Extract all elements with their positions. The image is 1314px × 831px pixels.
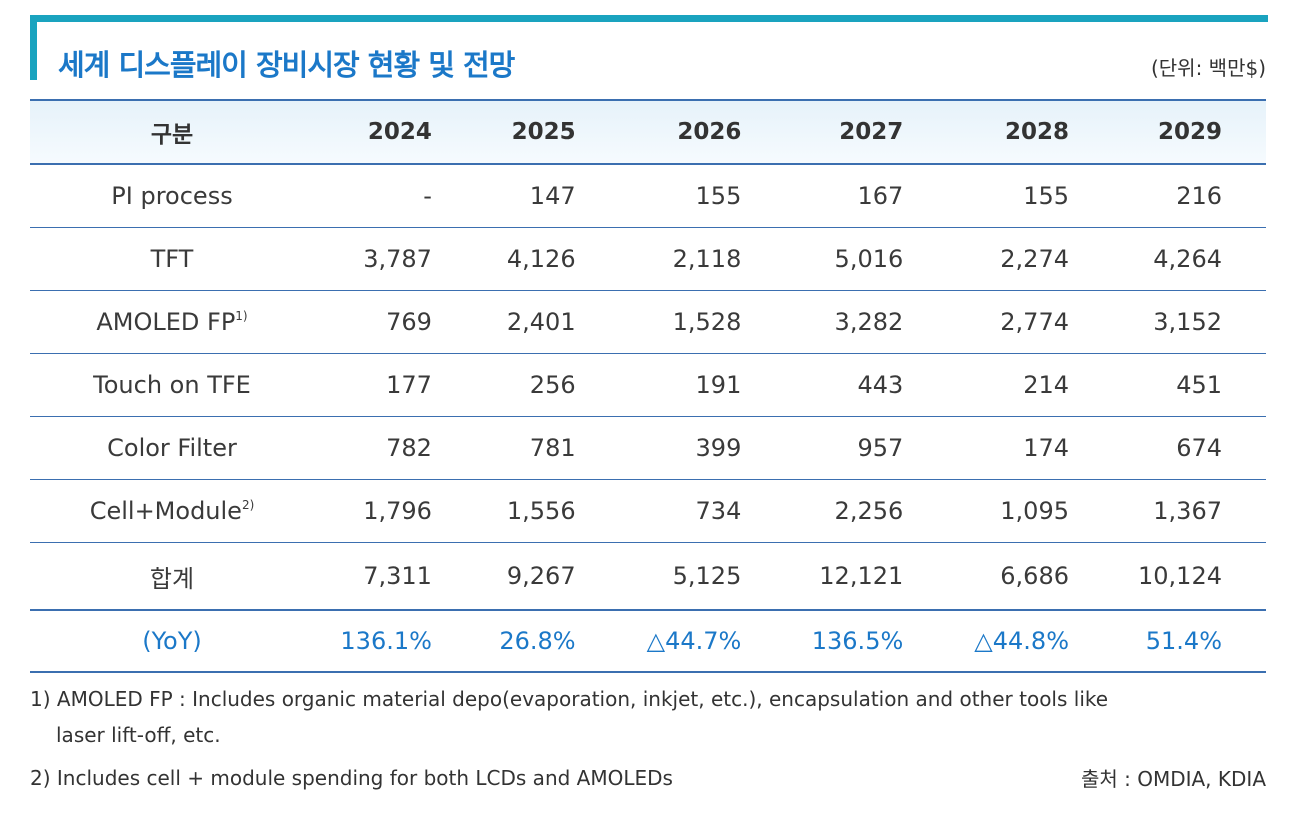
value-cell: 216 xyxy=(1113,164,1266,228)
value-cell: 174 xyxy=(947,416,1113,480)
value-cell: 26.8% xyxy=(475,610,620,673)
value-cell: 214 xyxy=(947,353,1113,417)
footnote-marker: 2) xyxy=(241,498,255,512)
header-year: 2027 xyxy=(785,99,948,165)
value-cell: 957 xyxy=(785,416,948,480)
row-label: Touch on TFE xyxy=(30,353,314,417)
row-label: Cell+Module2) xyxy=(30,479,314,543)
value-cell: 2,256 xyxy=(785,479,948,543)
market-table: 구분 2024 2025 2026 2027 2028 2029 PI proc… xyxy=(30,99,1266,673)
yoy-row: (YoY) 136.1% 26.8% △44.7% 136.5% △44.8% 51.4% xyxy=(30,610,1266,673)
value-cell: - xyxy=(314,164,476,228)
value-cell: 12,121 xyxy=(785,542,948,611)
row-label-text: (YoY) xyxy=(142,627,202,655)
header-year: 2028 xyxy=(947,99,1113,165)
value-cell: 399 xyxy=(619,416,786,480)
value-cell: 155 xyxy=(947,164,1113,228)
row-label: AMOLED FP1) xyxy=(30,290,314,354)
value-cell: 5,125 xyxy=(619,542,786,611)
table-row: Color Filter 782 781 399 957 174 674 xyxy=(30,416,1266,480)
value-cell: 2,401 xyxy=(475,290,620,354)
value-cell: 1,367 xyxy=(1113,479,1266,543)
row-label: 합계 xyxy=(30,542,314,611)
row-label-text: Touch on TFE xyxy=(93,371,251,399)
value-cell: △44.8% xyxy=(947,610,1113,673)
footnote-2: 2) Includes cell + module spending for b… xyxy=(30,766,673,790)
footnote-marker: 1) xyxy=(235,309,248,323)
table-row: TFT 3,787 4,126 2,118 5,016 2,274 4,264 xyxy=(30,227,1266,291)
row-label-text: Color Filter xyxy=(107,434,237,462)
value-cell: 1,556 xyxy=(475,479,620,543)
row-label-text: TFT xyxy=(150,245,194,273)
value-cell: 734 xyxy=(619,479,786,543)
value-cell: 9,267 xyxy=(475,542,620,611)
footnote-1: 1) AMOLED FP : Includes organic material… xyxy=(30,687,1109,711)
value-cell: 147 xyxy=(475,164,620,228)
value-cell: 5,016 xyxy=(785,227,948,291)
header-year: 2024 xyxy=(314,99,476,165)
row-label: (YoY) xyxy=(30,610,314,673)
value-cell: 3,152 xyxy=(1113,290,1266,354)
value-cell: 781 xyxy=(475,416,620,480)
value-cell: 2,774 xyxy=(947,290,1113,354)
row-label: TFT xyxy=(30,227,314,291)
value-cell: 443 xyxy=(785,353,948,417)
table-row: Touch on TFE 177 256 191 443 214 451 xyxy=(30,353,1266,417)
value-cell: 256 xyxy=(475,353,620,417)
row-label: PI process xyxy=(30,164,314,228)
row-label-text: AMOLED FP xyxy=(96,308,236,336)
value-cell: 2,118 xyxy=(619,227,786,291)
total-row: 합계 7,311 9,267 5,125 12,121 6,686 10,124 xyxy=(30,542,1266,611)
value-cell: △44.7% xyxy=(619,610,786,673)
value-cell: 51.4% xyxy=(1113,610,1266,673)
value-cell: 3,282 xyxy=(785,290,948,354)
top-accent-bar xyxy=(30,15,1268,22)
header-row: 구분 2024 2025 2026 2027 2028 2029 xyxy=(30,99,1266,165)
row-label-text: Cell+Module xyxy=(89,497,242,525)
value-cell: 782 xyxy=(314,416,476,480)
value-cell: 769 xyxy=(314,290,476,354)
header-year: 2025 xyxy=(475,99,620,165)
value-cell: 6,686 xyxy=(947,542,1113,611)
value-cell: 4,264 xyxy=(1113,227,1266,291)
value-cell: 2,274 xyxy=(947,227,1113,291)
header-year: 2026 xyxy=(619,99,786,165)
value-cell: 136.1% xyxy=(314,610,476,673)
value-cell: 191 xyxy=(619,353,786,417)
header-category: 구분 xyxy=(30,99,314,165)
value-cell: 1,528 xyxy=(619,290,786,354)
value-cell: 3,787 xyxy=(314,227,476,291)
value-cell: 674 xyxy=(1113,416,1266,480)
value-cell: 7,311 xyxy=(314,542,476,611)
value-cell: 10,124 xyxy=(1113,542,1266,611)
value-cell: 155 xyxy=(619,164,786,228)
footnote-1-cont: laser lift-off, etc. xyxy=(56,723,221,747)
page-title: 세계 디스플레이 장비시장 현황 및 전망 xyxy=(58,48,515,82)
row-label: Color Filter xyxy=(30,416,314,480)
table-row: Cell+Module2) 1,796 1,556 734 2,256 1,095 1,36… xyxy=(30,479,1266,543)
table-row: PI process -147 155 167 155 216 xyxy=(30,164,1266,228)
value-cell: 136.5% xyxy=(785,610,948,673)
value-cell: 4,126 xyxy=(475,227,620,291)
value-cell: 177 xyxy=(314,353,476,417)
unit-label: (단위: 백만$) xyxy=(1150,56,1266,80)
value-cell: 1,796 xyxy=(314,479,476,543)
value-cell: 1,095 xyxy=(947,479,1113,543)
value-cell: 167 xyxy=(785,164,948,228)
value-cell: 451 xyxy=(1113,353,1266,417)
row-label-text: 합계 xyxy=(149,564,195,593)
table-row: AMOLED FP1) 769 2,401 1,528 3,282 2,774 3,152 xyxy=(30,290,1266,354)
header-year: 2029 xyxy=(1113,99,1266,165)
left-accent-bar xyxy=(30,15,37,80)
source: 출처 : OMDIA, KDIA xyxy=(1080,767,1266,791)
row-label-text: PI process xyxy=(111,182,233,210)
